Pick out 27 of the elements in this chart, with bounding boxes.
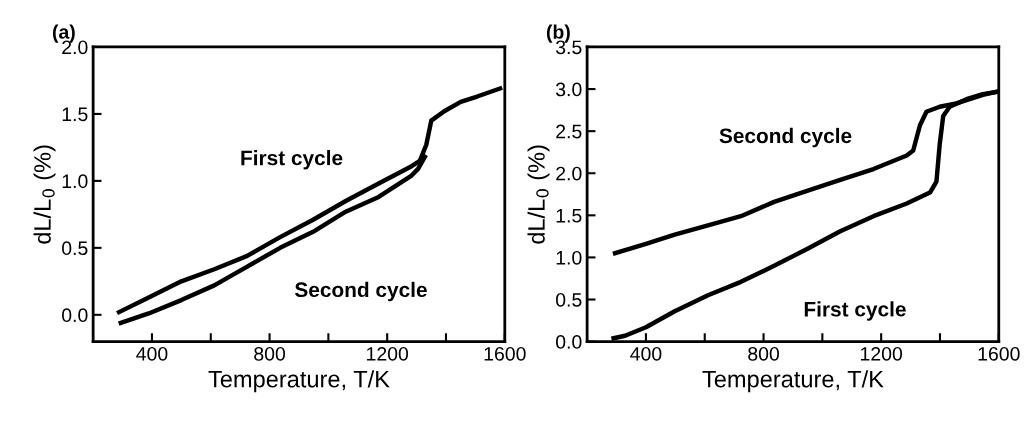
series-label: First cycle [241,150,343,170]
y-tick-label: 2.0 [556,166,582,181]
y-tick-label: 0.0 [556,335,582,349]
x-tick-label: 1600 [978,346,1020,361]
series-label: Second cycle [719,127,852,148]
y-tick-label: 0.5 [556,292,582,307]
y-tick-label: 3.0 [555,82,582,97]
x-tick-label: 400 [136,346,168,361]
y-tick-label: 0.0 [62,308,88,323]
y-axis-title: dL/L$_{0}$ (%) [33,145,56,244]
y-tick-label: 1.5 [62,107,88,122]
x-tick-label: 400 [630,346,662,361]
x-tick-label: 1200 [367,346,409,361]
x-tick-label: 1200 [861,346,903,361]
y-tick-label: 0.5 [62,241,88,256]
y-tick-label: 1.5 [556,209,582,223]
x-tick-label: 800 [748,346,780,361]
y-axis-title: dL/L$_{0}$ (%) [527,145,550,244]
y-tick-label: 1.0 [556,250,582,265]
y-tick-label: 1.0 [62,174,88,189]
series-label: Second cycle [294,281,427,302]
x-tick-label: 1600 [484,346,526,361]
text: First cycle [804,301,906,321]
x-tick-label: 800 [254,346,286,361]
y-tick-label: 2.5 [556,124,582,139]
x-axis-title: Temperature, T/K [208,370,390,393]
x-axis-title: Temperature, T/K [702,370,884,393]
